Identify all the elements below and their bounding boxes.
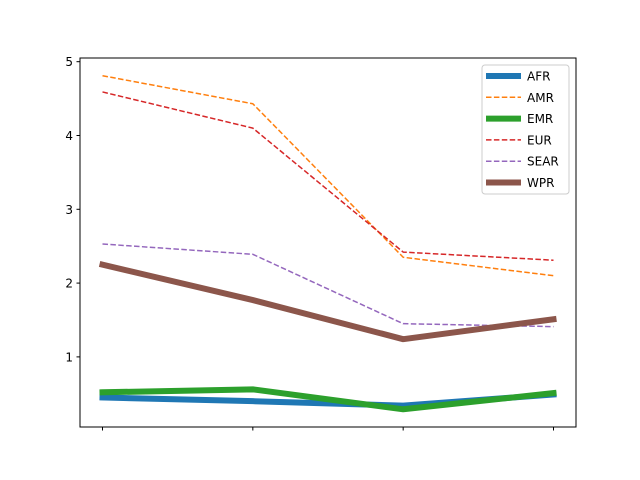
series-layer — [98, 74, 557, 413]
legend-label-wpr: WPR — [527, 176, 554, 190]
legend-label-amr: AMR — [527, 91, 554, 105]
y-tick-label: 3 — [65, 203, 73, 217]
series-line-amr — [102, 74, 554, 277]
plot-frame — [79, 57, 577, 428]
y-tick-label: 2 — [65, 277, 73, 291]
legend-label-afr: AFR — [527, 70, 550, 84]
series-line-emr — [99, 386, 557, 413]
y-axis: 1 2 3 4 5 — [65, 55, 80, 364]
series-line-sear — [102, 243, 554, 328]
series-line-wpr — [98, 261, 557, 343]
legend-box — [481, 64, 570, 195]
legend-label-sear: SEAR — [527, 155, 559, 169]
x-axis — [102, 427, 554, 431]
legend-label-emr: EMR — [527, 112, 553, 126]
y-tick-label: 1 — [65, 350, 73, 364]
y-tick-label: 5 — [65, 55, 73, 69]
legend-label-eur: EUR — [527, 133, 552, 147]
legend: AFR AMR EMR EUR SEAR WPR — [481, 64, 570, 195]
y-tick-label: 4 — [65, 129, 73, 143]
